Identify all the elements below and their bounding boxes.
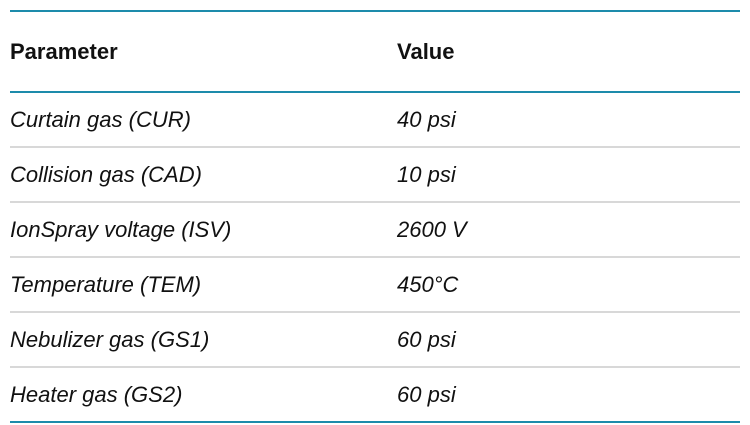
parameter-cell: Heater gas (GS2) bbox=[10, 381, 183, 407]
parameter-cell: IonSpray voltage (ISV) bbox=[10, 216, 232, 242]
parameter-table: Parameter Value Curtain gas (CUR) 40 psi… bbox=[10, 10, 740, 423]
table-row: IonSpray voltage (ISV) 2600 V bbox=[10, 201, 740, 256]
table-row: Heater gas (GS2) 60 psi bbox=[10, 366, 740, 421]
value-cell: 60 psi bbox=[397, 326, 456, 352]
header-value: Value bbox=[397, 38, 455, 64]
parameter-cell: Nebulizer gas (GS1) bbox=[10, 326, 210, 352]
value-cell: 40 psi bbox=[397, 106, 456, 132]
parameter-cell: Curtain gas (CUR) bbox=[10, 106, 191, 132]
value-cell: 10 psi bbox=[397, 161, 456, 187]
value-cell: 450°C bbox=[397, 271, 459, 297]
parameter-cell: Temperature (TEM) bbox=[10, 271, 202, 297]
table-row: Temperature (TEM) 450°C bbox=[10, 256, 740, 311]
table-row: Nebulizer gas (GS1) 60 psi bbox=[10, 311, 740, 366]
table-row: Curtain gas (CUR) 40 psi bbox=[10, 93, 740, 146]
table-header: Parameter Value bbox=[10, 12, 740, 93]
value-cell: 60 psi bbox=[397, 381, 456, 407]
header-parameter: Parameter bbox=[10, 38, 118, 64]
table-row: Collision gas (CAD) 10 psi bbox=[10, 146, 740, 201]
parameter-cell: Collision gas (CAD) bbox=[10, 161, 202, 187]
value-cell: 2600 V bbox=[397, 216, 467, 242]
